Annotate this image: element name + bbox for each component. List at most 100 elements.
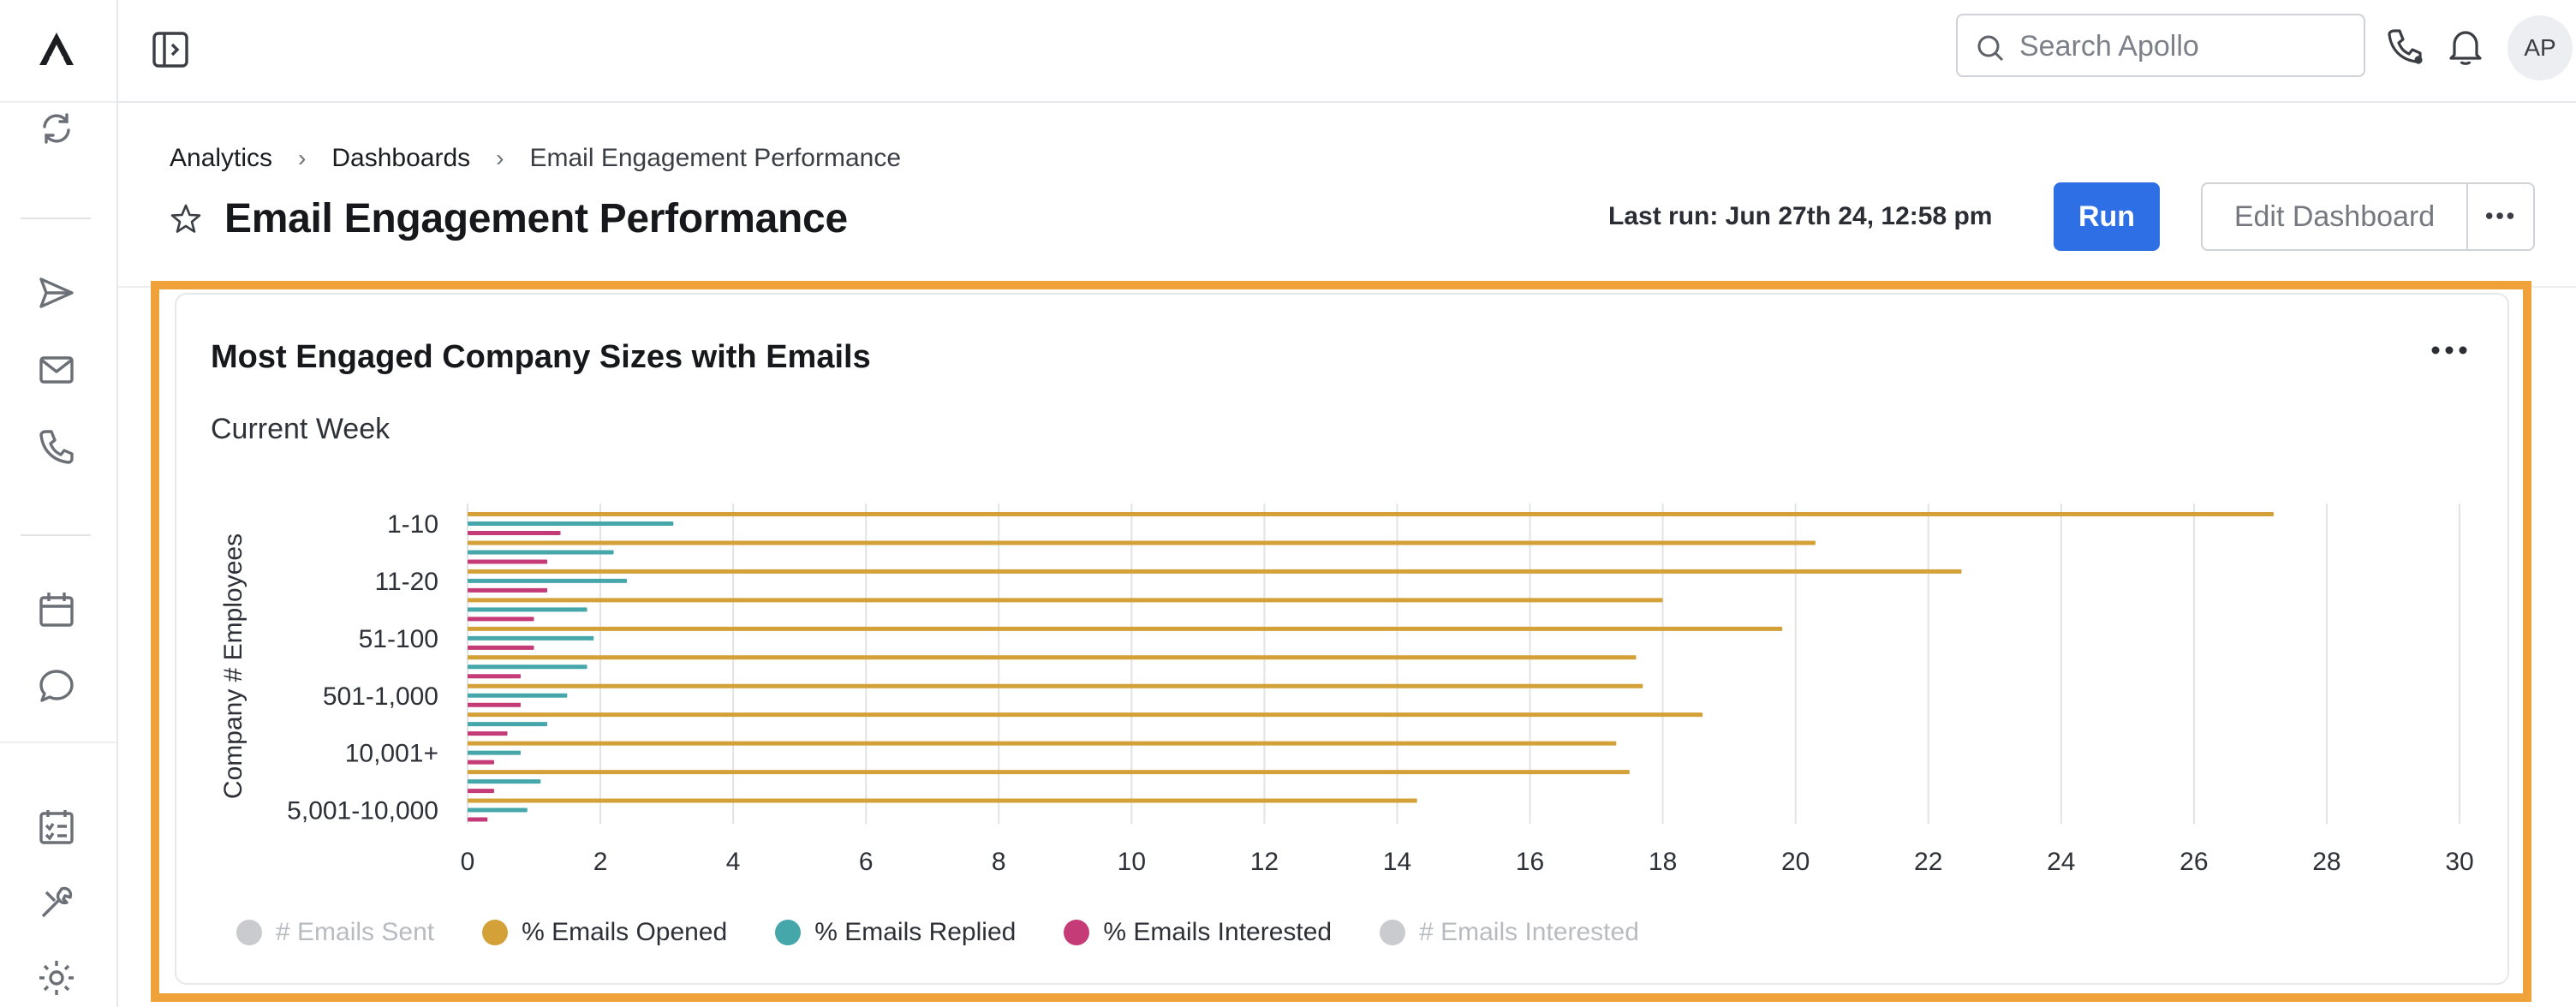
x-tick-label: 6 (859, 848, 874, 876)
chart-card: Most Engaged Company Sizes with Emails C… (175, 293, 2509, 985)
chevron-right-icon: › (496, 145, 504, 171)
bar (468, 512, 2274, 516)
search-input[interactable] (2018, 26, 2346, 67)
y-tick-label: 11-20 (374, 568, 438, 596)
sidebar-top-divider (0, 101, 116, 103)
bar (468, 702, 522, 707)
legend-item[interactable]: % Emails Replied (775, 918, 1016, 947)
x-tick-label: 2 (593, 848, 608, 876)
x-tick-label: 10 (1118, 848, 1146, 876)
avatar[interactable]: AP (2507, 15, 2573, 80)
bar (468, 559, 548, 564)
apollo-logo-icon[interactable] (34, 27, 79, 72)
settings-icon[interactable] (34, 956, 79, 1000)
bar (468, 750, 522, 755)
bar (468, 569, 1962, 574)
bar (468, 587, 548, 593)
legend-item[interactable]: % Emails Opened (482, 918, 727, 947)
x-tick-label: 20 (1781, 848, 1810, 876)
legend-label: # Emails Interested (1419, 918, 1639, 946)
calendar-icon[interactable] (34, 587, 79, 632)
search-icon (1973, 31, 2007, 65)
bar (468, 664, 587, 670)
x-tick-label: 16 (1516, 848, 1544, 876)
more-horizontal-icon (2431, 346, 2467, 355)
bar (468, 635, 594, 641)
bar (468, 817, 488, 822)
bar (468, 760, 495, 765)
notification-bell-icon[interactable] (2444, 26, 2487, 69)
more-horizontal-icon (2485, 212, 2514, 219)
last-run-text: Last run: Jun 27th 24, 12:58 pm (1608, 202, 1993, 230)
run-button[interactable]: Run (2054, 182, 2160, 251)
bar (468, 712, 1703, 718)
legend-label: % Emails Replied (814, 918, 1017, 946)
y-tick-label: 1-10 (387, 510, 438, 539)
bar (468, 607, 587, 612)
bar (468, 693, 568, 698)
chevron-right-icon: › (298, 145, 307, 171)
x-tick-label: 12 (1250, 848, 1279, 876)
avatar-initials: AP (2524, 34, 2556, 61)
x-tick-label: 28 (2312, 848, 2340, 876)
y-tick-label: 10,001+ (345, 740, 438, 768)
phone-icon[interactable] (2384, 26, 2427, 69)
breadcrumb-analytics[interactable]: Analytics (170, 144, 273, 172)
bar (468, 531, 561, 535)
card-subtitle: Current Week (211, 413, 391, 445)
bar (468, 741, 1617, 746)
send-icon[interactable] (34, 271, 79, 315)
toggle-sidebar-icon[interactable] (149, 28, 192, 71)
legend-label: # Emails Sent (276, 918, 435, 946)
x-tick-label: 18 (1649, 848, 1677, 876)
legend-item[interactable]: % Emails Interested (1064, 918, 1332, 947)
breadcrumb-current: Email Engagement Performance (529, 144, 902, 172)
sidebar-section-divider (0, 742, 116, 743)
x-tick-label: 4 (726, 848, 741, 876)
bar (468, 779, 541, 784)
sidebar (0, 0, 118, 1007)
search-box[interactable] (1956, 14, 2365, 77)
x-tick-label: 26 (2179, 848, 2208, 876)
bar (468, 645, 534, 650)
x-tick-label: 8 (992, 848, 1006, 876)
x-tick-label: 14 (1383, 848, 1411, 876)
bar (468, 731, 508, 736)
legend-swatch (1380, 920, 1406, 945)
bar (468, 655, 1637, 660)
top-bar: AP (118, 0, 2576, 103)
chat-icon[interactable] (34, 664, 79, 709)
x-tick-label: 24 (2047, 848, 2075, 876)
phone-icon[interactable] (34, 425, 79, 469)
y-tick-label: 5,001-10,000 (287, 797, 438, 825)
breadcrumb-dashboards[interactable]: Dashboards (331, 144, 471, 172)
mail-icon[interactable] (34, 348, 79, 392)
y-tick-label: 501-1,000 (323, 682, 438, 711)
sidebar-divider (21, 534, 91, 536)
bar (468, 540, 1816, 545)
x-tick-label: 30 (2445, 848, 2473, 876)
legend-item[interactable]: # Emails Sent (236, 918, 434, 947)
edit-dashboard-button[interactable]: Edit Dashboard (2201, 182, 2468, 251)
y-axis-label: Company # Employees (219, 533, 247, 799)
task-list-icon[interactable] (34, 805, 79, 849)
bar (468, 626, 1783, 631)
bar (468, 798, 1417, 803)
more-options-button[interactable] (2466, 182, 2535, 251)
legend-label: % Emails Interested (1103, 918, 1333, 946)
bar (468, 578, 628, 583)
x-tick-label: 0 (461, 848, 475, 876)
y-tick-label: 51-100 (359, 625, 438, 653)
bar (468, 598, 1663, 603)
bar (468, 722, 548, 727)
legend-swatch (775, 920, 802, 945)
sync-icon[interactable] (34, 106, 79, 151)
page-title: Email Engagement Performance (224, 196, 848, 241)
card-more-button[interactable] (2415, 329, 2484, 372)
bar (468, 807, 528, 813)
highlight-frame (151, 281, 2531, 1002)
star-icon[interactable] (168, 201, 204, 237)
legend-item[interactable]: # Emails Interested (1380, 918, 1639, 947)
legend-label: % Emails Opened (522, 918, 728, 946)
tools-icon[interactable] (34, 880, 79, 925)
